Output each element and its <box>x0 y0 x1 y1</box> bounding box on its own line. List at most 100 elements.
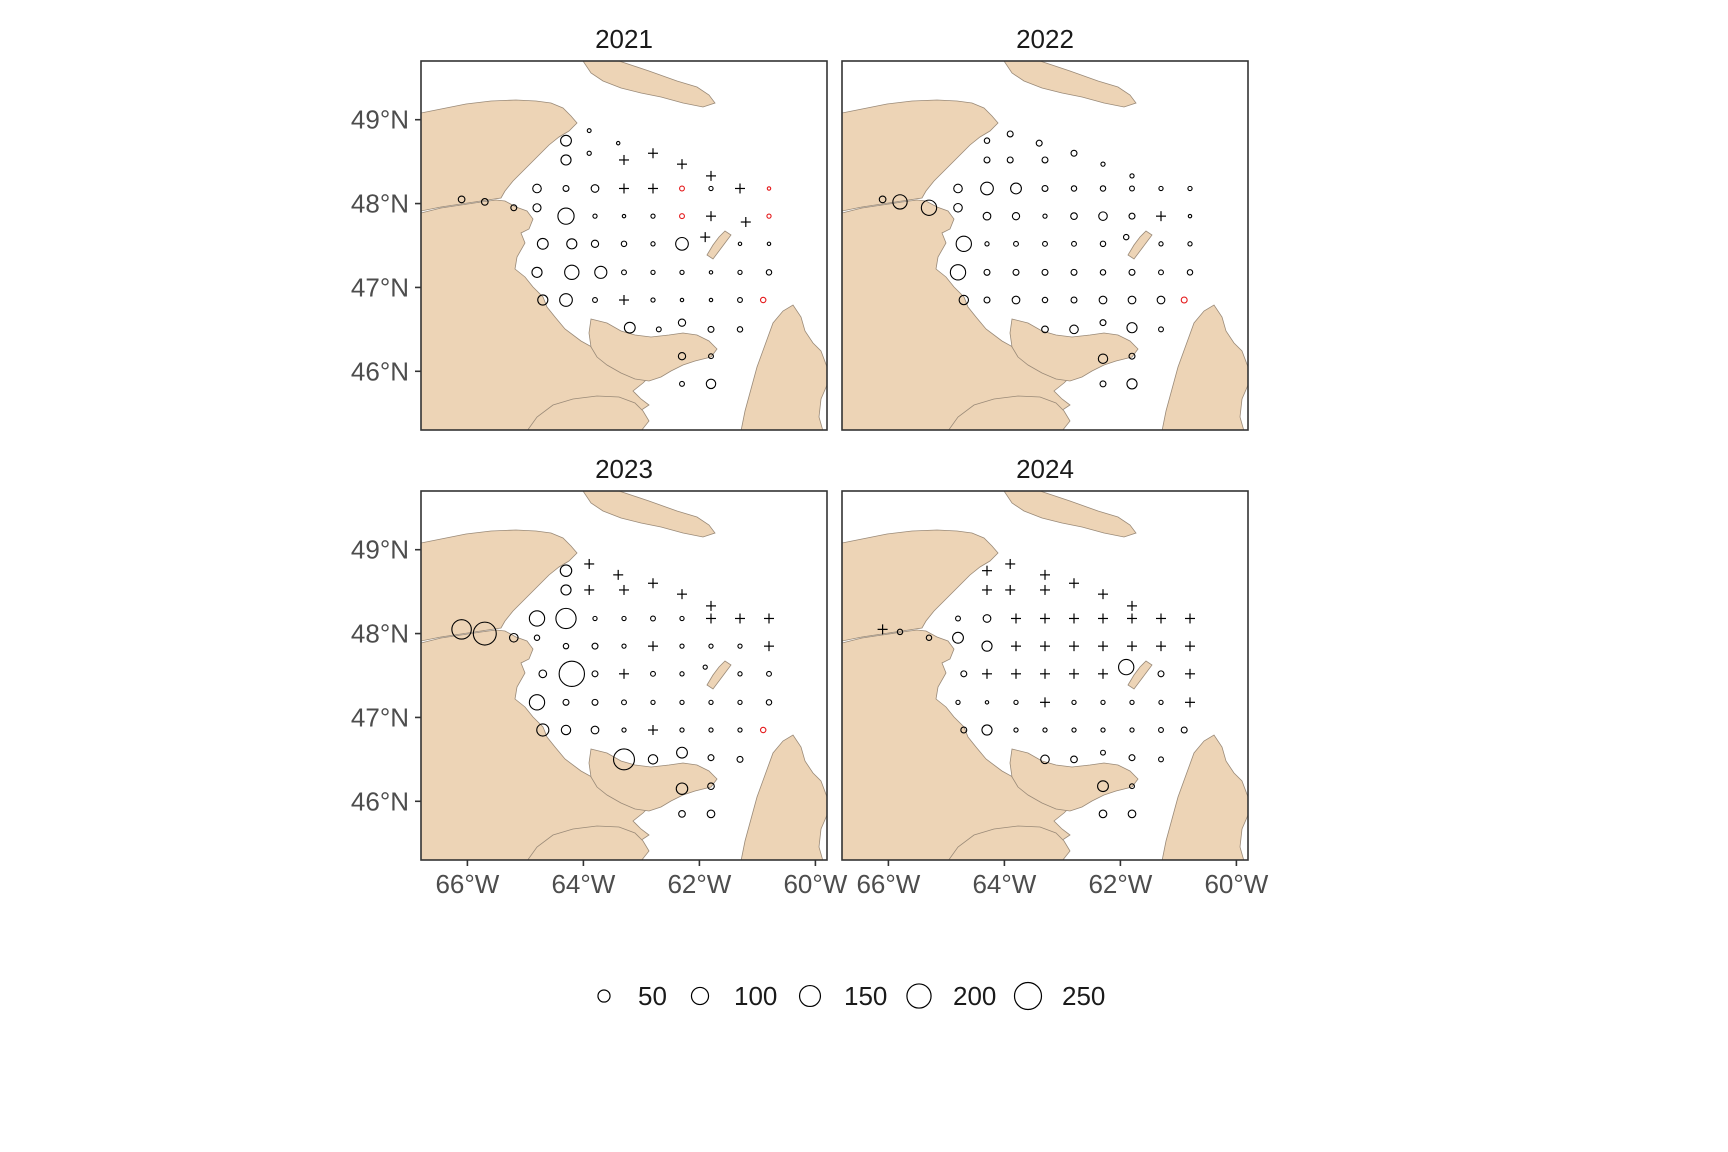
station-bubble <box>620 240 628 248</box>
station-bubble <box>1129 185 1135 192</box>
station-bubble <box>592 213 598 219</box>
station-bubble <box>953 183 963 194</box>
zero-catch-marker <box>1098 613 1108 624</box>
station-bubble <box>1129 173 1135 179</box>
x-tick-label: 64°W <box>551 869 615 899</box>
station-bubble <box>707 754 715 762</box>
station-bubble <box>1012 268 1020 276</box>
station-bubble <box>1180 726 1188 734</box>
zero-catch-marker <box>740 217 751 228</box>
y-tick-label: 46°N <box>351 356 409 386</box>
station-bubble <box>1041 184 1049 192</box>
zero-catch-marker <box>1185 641 1195 652</box>
station-bubble <box>1158 241 1164 247</box>
panel-title: 2023 <box>595 454 653 484</box>
station-bubble <box>737 699 743 705</box>
zero-catch-marker <box>764 641 774 652</box>
map-panel-2022: 2022 <box>841 24 1249 431</box>
station-bubble <box>708 699 714 705</box>
station-bubble <box>1099 380 1107 388</box>
station-bubble <box>650 213 656 219</box>
station-bubble <box>1013 240 1019 247</box>
zero-catch-marker <box>1069 613 1079 624</box>
station-bubble <box>982 211 992 221</box>
station-bubble <box>1041 296 1049 304</box>
zero-catch-marker <box>619 584 629 595</box>
map-area <box>421 61 827 430</box>
station-bubble <box>1099 185 1107 192</box>
station-bubble <box>958 294 970 306</box>
station-bubble <box>590 239 600 248</box>
zero-catch-marker <box>1156 641 1166 652</box>
station-bubble <box>981 724 993 736</box>
station-bubble <box>955 235 972 253</box>
station-bubble <box>560 724 572 736</box>
x-tick-label: 64°W <box>972 869 1036 899</box>
station-bubble <box>533 634 541 642</box>
station-bubble <box>1069 324 1079 335</box>
panel-border <box>841 60 1249 431</box>
zero-catch-marker <box>1040 697 1050 708</box>
station-bubble <box>1041 156 1049 164</box>
station-bubble <box>983 137 991 144</box>
station-bubble <box>1013 727 1019 733</box>
station-bubble <box>1129 699 1135 705</box>
panel-title: 2022 <box>1016 24 1074 54</box>
station-bubble <box>737 269 743 275</box>
station-bubble <box>586 150 592 156</box>
station-bubble <box>1010 182 1022 195</box>
station-bubble <box>984 241 990 247</box>
station-bubble <box>590 725 600 735</box>
zero-catch-marker <box>1069 578 1079 589</box>
legend-label: 200 <box>953 981 996 1011</box>
zero-catch-marker <box>648 725 658 736</box>
legend-label: 250 <box>1062 981 1105 1011</box>
station-bubble <box>702 664 708 670</box>
station-bubble <box>984 700 990 705</box>
station-bubble <box>759 726 767 734</box>
station-bubble <box>1158 756 1164 763</box>
x-tick-label: 60°W <box>783 869 847 899</box>
station-bubble <box>920 199 938 216</box>
station-bubble <box>960 670 968 678</box>
station-bubble <box>981 640 993 652</box>
station-bubble <box>1070 296 1078 304</box>
station-bubble <box>510 204 518 212</box>
station-bubble <box>1127 295 1137 305</box>
y-tick-label: 47°N <box>351 272 409 302</box>
station-bubble <box>621 727 627 733</box>
station-bubble <box>612 748 636 771</box>
zero-catch-marker <box>648 183 658 194</box>
station-bubble <box>766 213 772 219</box>
station-bubble <box>1100 699 1106 705</box>
station-bubble <box>1011 295 1021 305</box>
legend-label: 150 <box>844 981 887 1011</box>
map-panel-2021: 2021 49°N 48°N 47°N 46°N <box>351 24 828 431</box>
legend-bubble <box>798 984 822 1008</box>
station-bubble <box>705 378 717 390</box>
station-bubble <box>451 619 472 640</box>
station-bubble <box>650 269 656 275</box>
station-bubble <box>766 670 772 677</box>
station-bubble <box>1122 233 1130 241</box>
station-bubble <box>980 181 994 196</box>
station-bubble <box>679 297 685 303</box>
station-bubble <box>1100 749 1106 756</box>
station-bubble <box>621 213 627 219</box>
zero-catch-marker <box>1040 641 1050 652</box>
station-bubble <box>960 726 968 734</box>
station-bubble <box>536 723 550 737</box>
station-bubble <box>1099 240 1107 248</box>
zero-catch-marker <box>877 624 888 635</box>
station-bubble <box>708 297 714 303</box>
station-bubble <box>1042 240 1048 247</box>
station-bubble <box>737 297 743 303</box>
station-bubble <box>878 195 887 204</box>
station-bubble <box>592 297 598 303</box>
zero-catch-marker <box>1040 584 1050 595</box>
zero-catch-marker <box>619 295 629 306</box>
station-bubble <box>736 326 744 333</box>
station-bubble <box>621 615 627 622</box>
station-bubble <box>1013 699 1019 705</box>
x-tick-label: 62°W <box>667 869 731 899</box>
